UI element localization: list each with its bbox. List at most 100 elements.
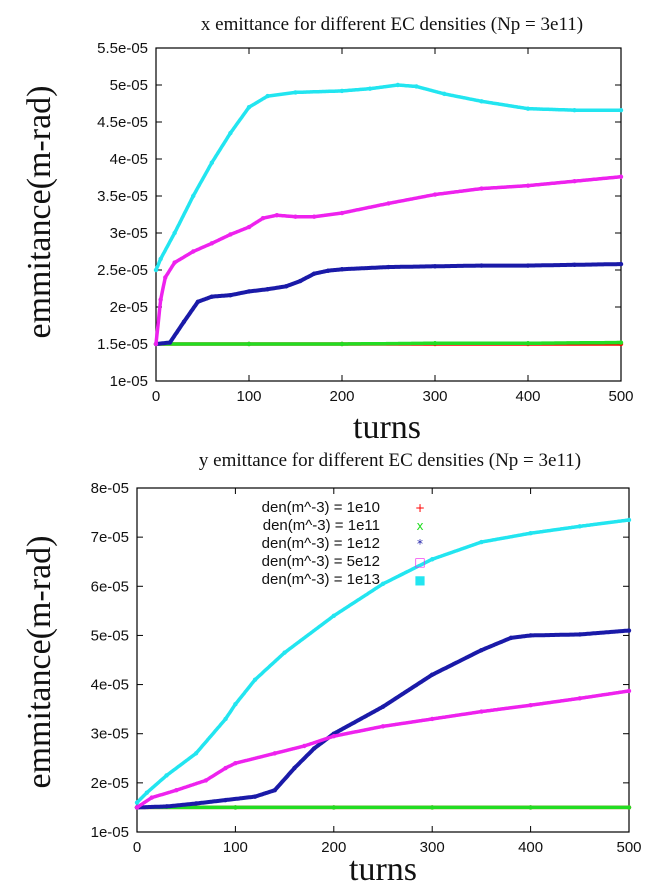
x-tick-label: 300 <box>422 388 447 405</box>
chart-title: y emittance for different EC densities (… <box>199 450 581 471</box>
plot-area: 0 100 200 300 400 500 1e-05 1.5e-05 2e-05 2.5e-05… <box>97 40 633 405</box>
data-point <box>430 557 435 562</box>
data-point <box>386 201 391 206</box>
data-point <box>331 733 336 739</box>
series-3 <box>134 688 632 810</box>
data-point <box>233 702 238 707</box>
data-point <box>577 696 582 701</box>
y-tick-label: 5.5e-05 <box>97 40 148 57</box>
data-point <box>442 91 447 97</box>
data-point <box>572 179 577 184</box>
x-tick-label: 100 <box>236 388 261 405</box>
data-point <box>191 193 196 199</box>
data-point <box>414 84 419 89</box>
series-4 <box>134 517 632 805</box>
data-point <box>479 709 484 714</box>
data-point <box>164 773 169 778</box>
data-point <box>272 751 277 756</box>
data-point <box>134 800 140 805</box>
data-point <box>233 761 238 766</box>
data-point <box>193 801 199 806</box>
data-point <box>432 264 438 269</box>
data-point <box>479 99 484 104</box>
data-point <box>223 797 228 803</box>
data-point <box>508 635 514 641</box>
data-point <box>228 130 233 136</box>
legend-label: den(m^-3) = 1e12 <box>262 535 380 552</box>
data-point <box>380 704 386 709</box>
data-point <box>618 261 624 267</box>
data-point <box>203 778 209 783</box>
data-point <box>311 746 317 751</box>
data-point <box>246 289 252 294</box>
data-point <box>626 688 632 694</box>
data-point <box>432 192 438 197</box>
data-point <box>164 804 169 809</box>
data-point <box>618 107 624 113</box>
data-point <box>525 183 531 188</box>
series-3 <box>153 174 624 347</box>
y-tick-label: 4e-05 <box>91 677 129 694</box>
legend-label: den(m^-3) = 1e13 <box>262 571 380 588</box>
data-point <box>284 284 289 289</box>
y-tick-label: 8e-05 <box>91 480 129 497</box>
y-tick-label: 2.5e-05 <box>97 262 148 279</box>
data-point <box>260 216 266 221</box>
data-point <box>265 93 270 99</box>
data-point <box>292 765 297 771</box>
data-point <box>181 319 187 324</box>
data-point <box>339 341 345 347</box>
data-point <box>302 743 307 749</box>
data-point <box>174 788 179 793</box>
data-point <box>252 677 258 682</box>
y-axis-label: emmitance(m-rad) <box>21 536 58 789</box>
data-point <box>209 160 214 165</box>
legend-marker: □ <box>414 555 425 569</box>
y-tick-label: 5e-05 <box>91 627 129 644</box>
x-tick-label: 200 <box>321 839 346 856</box>
data-point <box>153 267 159 273</box>
data-point <box>272 788 277 793</box>
data-point <box>293 90 298 95</box>
data-point <box>380 581 386 587</box>
data-point <box>479 647 484 653</box>
y-tick-label: 1e-05 <box>110 373 148 390</box>
series-2 <box>153 261 624 347</box>
data-point <box>191 249 196 254</box>
data-point <box>293 214 298 219</box>
series-4 <box>153 82 624 273</box>
y-emittance-chart: y emittance for different EC densities (… <box>21 450 642 886</box>
data-point <box>525 106 531 111</box>
plot-frame <box>136 487 630 833</box>
data-point <box>144 790 150 795</box>
data-point <box>626 628 632 633</box>
data-point <box>209 241 214 246</box>
legend-label: den(m^-3) = 1e10 <box>262 499 380 516</box>
data-point <box>149 795 154 800</box>
y-tick-label: 4e-05 <box>110 151 148 168</box>
x-axis-label: turns <box>353 409 421 446</box>
x-tick-label: 500 <box>608 388 633 405</box>
data-point <box>252 794 258 799</box>
plot-area: 0 100 200 300 400 500 1e-05 2e-05 3e-05 4e-05 5e-0… <box>91 480 642 856</box>
data-point <box>193 751 199 756</box>
data-point <box>282 650 287 655</box>
data-point <box>528 633 533 638</box>
y-tick-label: 2e-05 <box>110 299 148 316</box>
data-point <box>626 805 632 810</box>
data-point <box>167 340 173 345</box>
data-point <box>430 805 435 810</box>
data-point <box>223 765 228 771</box>
series-2 <box>134 628 632 810</box>
data-point <box>479 263 484 268</box>
data-point <box>172 230 177 236</box>
data-point <box>195 299 201 305</box>
legend-marker: * <box>417 537 423 551</box>
y-tick-label: 3e-05 <box>91 726 129 743</box>
data-point <box>163 275 168 280</box>
legend-marker: ■ <box>414 573 425 587</box>
x-tick-label: 0 <box>133 839 141 856</box>
data-point <box>618 174 624 179</box>
data-point <box>572 262 577 268</box>
